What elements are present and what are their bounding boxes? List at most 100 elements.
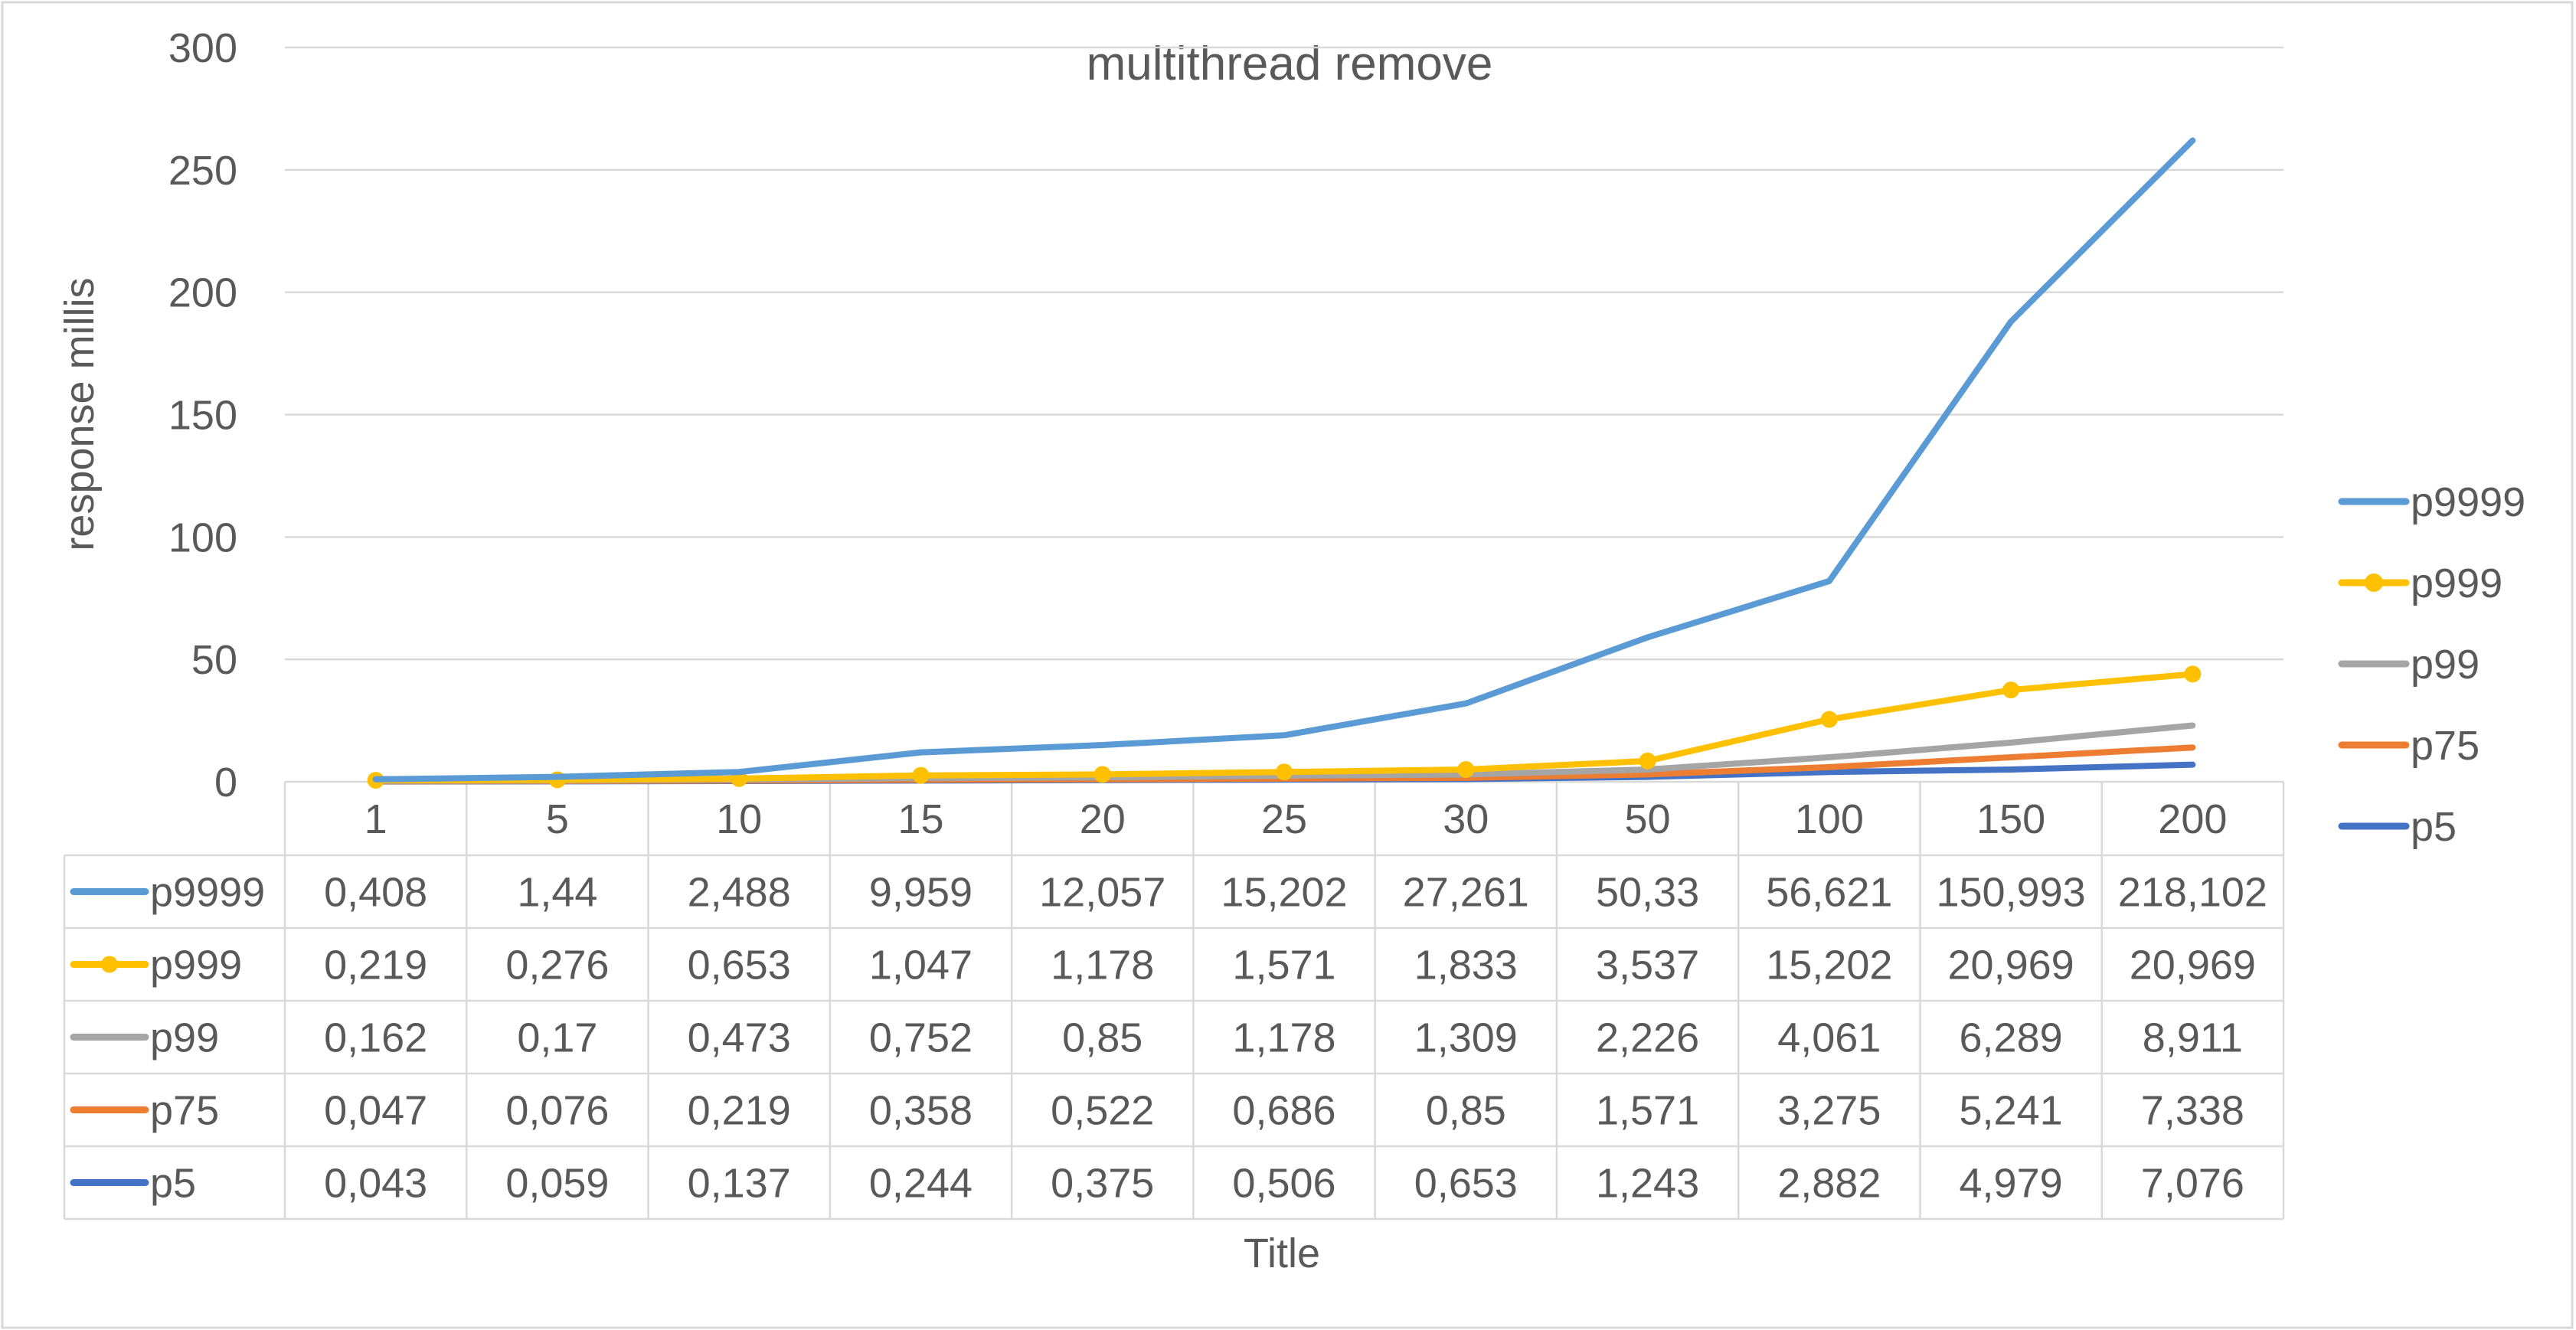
- table-cell: 5,241: [1960, 1088, 2063, 1134]
- table-cell: 2,882: [1777, 1161, 1881, 1207]
- table-row-name: p75: [150, 1088, 219, 1134]
- table-cell: 0,219: [688, 1088, 791, 1134]
- table-cell: 4,979: [1960, 1161, 2063, 1207]
- data-point-p999: [2002, 681, 2020, 699]
- x-tick-label: 200: [2158, 796, 2227, 842]
- table-cell: 0,358: [869, 1088, 973, 1134]
- table-cell: 0,522: [1051, 1088, 1154, 1134]
- table-cell: 1,309: [1414, 1015, 1518, 1061]
- table-cell: 0,408: [324, 870, 427, 916]
- x-tick-label: 50: [1625, 796, 1671, 842]
- legend-label: p75: [2411, 723, 2480, 769]
- legend-label: p99: [2411, 642, 2480, 688]
- table-cell: 0,506: [1232, 1161, 1335, 1207]
- table-row-name: p99: [150, 1015, 219, 1061]
- table-cell: 0,85: [1062, 1015, 1143, 1061]
- y-tick-label: 50: [191, 637, 237, 683]
- y-tick-label: 300: [168, 25, 237, 71]
- table-cell: 6,289: [1960, 1015, 2063, 1061]
- table-cell: 0,047: [324, 1088, 427, 1134]
- table-cell: 1,178: [1232, 1015, 1335, 1061]
- x-tick-label: 5: [546, 796, 569, 842]
- series-line-p9999: [372, 137, 2196, 783]
- y-tick-label: 0: [214, 760, 237, 806]
- table-cell: 0,162: [324, 1015, 427, 1061]
- y-axis-title: response millis: [57, 277, 103, 551]
- table-cell: 8,911: [2143, 1015, 2243, 1061]
- data-point-p999: [2184, 665, 2202, 683]
- table-cell: 15,202: [1221, 870, 1347, 916]
- y-tick-labels: 0 50 100 150 200 250 300: [168, 25, 237, 806]
- table-cell: 1,571: [1232, 943, 1335, 989]
- table-cell: 0,076: [505, 1088, 609, 1134]
- y-tick-label: 100: [168, 515, 237, 560]
- series-lines: [367, 137, 2202, 789]
- y-tick-label: 200: [168, 270, 237, 316]
- x-tick-label: 30: [1443, 796, 1489, 842]
- legend-label: p5: [2411, 804, 2457, 850]
- table-row-name: p5: [150, 1161, 196, 1207]
- table-cell: 3,275: [1777, 1088, 1881, 1134]
- chart-title: multithread remove: [1087, 38, 1493, 90]
- table-cell: 1,047: [869, 943, 973, 989]
- table-cell: 27,261: [1403, 870, 1529, 916]
- table-cell: 218,102: [2118, 870, 2267, 916]
- table-cell: 0,276: [505, 943, 609, 989]
- x-tick-label: 20: [1080, 796, 1126, 842]
- table-key-marker-p999: [101, 956, 118, 973]
- table-cell: 20,969: [1948, 943, 2074, 989]
- table-cell: 15,202: [1766, 943, 1892, 989]
- x-tick-label: 100: [1795, 796, 1864, 842]
- data-point-p999: [1639, 752, 1656, 770]
- data-point-p999: [1820, 711, 1838, 728]
- table-cell: 4,061: [1777, 1015, 1881, 1061]
- x-axis-title: Title: [1244, 1230, 1320, 1276]
- table-cell: 150,993: [1936, 870, 2085, 916]
- table-cell: 0,653: [1414, 1161, 1518, 1207]
- data-point-p999: [1276, 763, 1293, 781]
- table-cell: 20,969: [2130, 943, 2256, 989]
- table-cell: 0,137: [688, 1161, 791, 1207]
- table-cell: 1,243: [1596, 1161, 1699, 1207]
- table-cell: 1,571: [1596, 1088, 1699, 1134]
- x-tick-label: 25: [1261, 796, 1307, 842]
- data-point-p999: [1093, 766, 1111, 783]
- table-cell: 1,44: [517, 870, 597, 916]
- x-tick-label: 10: [716, 796, 762, 842]
- table-cell: 0,85: [1426, 1088, 1506, 1134]
- x-tick-label: 150: [1976, 796, 2045, 842]
- table-cell: 0,752: [869, 1015, 973, 1061]
- table-cell: 3,537: [1596, 943, 1699, 989]
- legend-label: p9999: [2411, 479, 2525, 525]
- legend-label: p999: [2411, 560, 2502, 606]
- legend: p9999 p999 p99 p75 p5: [2338, 479, 2525, 850]
- y-tick-label: 150: [168, 393, 237, 439]
- table-cell: 50,33: [1596, 870, 1699, 916]
- table-cell: 56,621: [1766, 870, 1892, 916]
- table-cell: 0,375: [1051, 1161, 1154, 1207]
- table-cell: 7,338: [2141, 1088, 2244, 1134]
- table-cell: 0,653: [688, 943, 791, 989]
- table-cell: 1,178: [1051, 943, 1154, 989]
- y-tick-label: 250: [168, 148, 237, 194]
- table-cell: 2,226: [1596, 1015, 1699, 1061]
- table-cell: 12,057: [1039, 870, 1165, 916]
- table-cell: 0,244: [869, 1161, 973, 1207]
- data-point-p999: [1457, 761, 1475, 779]
- data-point-p999: [912, 766, 930, 784]
- table-cell: 0,686: [1232, 1088, 1335, 1134]
- table-row-name: p9999: [150, 870, 265, 916]
- legend-marker-p999: [2365, 574, 2383, 592]
- table-cell: 0,473: [688, 1015, 791, 1061]
- table-cell: 1,833: [1414, 943, 1518, 989]
- x-tick-label: 1: [364, 796, 387, 842]
- table-cell: 9,959: [869, 870, 973, 916]
- table-cell: 7,076: [2141, 1161, 2244, 1207]
- table-row-name: p999: [150, 943, 242, 989]
- table-cell: 0,17: [517, 1015, 597, 1061]
- table-cell: 0,043: [324, 1161, 427, 1207]
